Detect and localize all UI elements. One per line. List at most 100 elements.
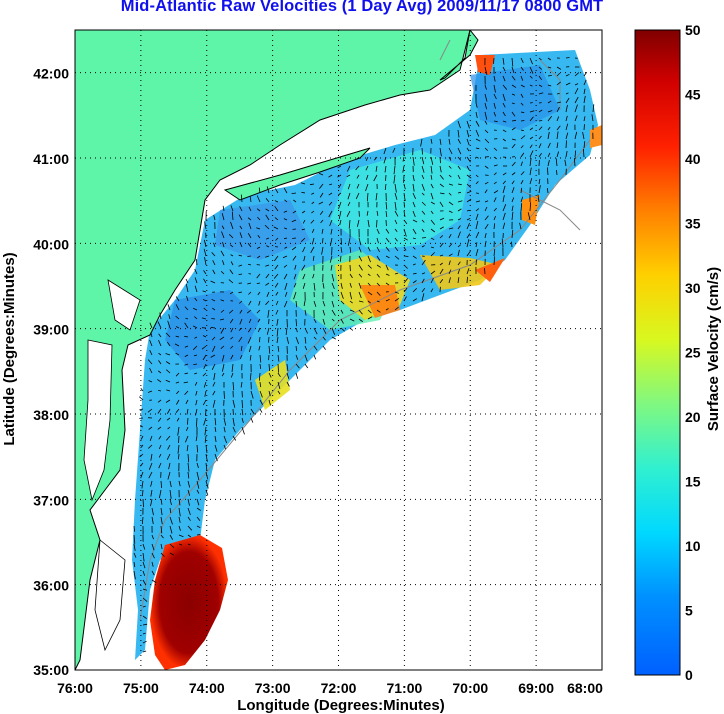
velocity-arrow <box>293 273 297 280</box>
velocity-arrow <box>265 273 270 279</box>
velocity-arrow <box>259 408 263 413</box>
velocity-arrow <box>169 525 173 534</box>
velocity-arrow <box>195 435 198 442</box>
velocity-arrow <box>493 111 496 117</box>
velocity-arrow <box>184 354 189 357</box>
velocity-arrow <box>229 234 234 239</box>
velocity-arrow <box>318 201 324 205</box>
velocity-arrow <box>493 147 498 151</box>
map-title: Mid-Atlantic Raw Velocities (1 Day Avg) … <box>120 0 604 15</box>
velocity-arrow <box>195 399 198 406</box>
y-tick-label: 35:00 <box>33 662 69 678</box>
velocity-arrow <box>265 300 270 306</box>
velocity-arrow <box>205 462 208 471</box>
velocity-arrow <box>204 221 207 230</box>
velocity-arrow <box>139 408 144 411</box>
velocity-arrow <box>529 167 532 176</box>
velocity-arrow <box>213 242 216 248</box>
velocity-arrow <box>228 279 234 284</box>
velocity-arrow <box>222 205 225 212</box>
velocity-arrow <box>502 120 507 123</box>
velocity-arrow <box>196 489 200 494</box>
velocity-arrow <box>268 390 271 397</box>
velocity-arrow <box>210 326 216 329</box>
velocity-arrow <box>238 273 243 275</box>
velocity-arrow <box>229 269 234 275</box>
velocity-arrow <box>301 191 306 194</box>
velocity-arrow <box>247 255 252 257</box>
velocity-arrow <box>176 399 180 405</box>
velocity-arrow <box>421 237 427 239</box>
velocity-arrow <box>139 396 144 401</box>
velocity-arrow <box>448 210 453 213</box>
velocity-arrow <box>322 336 326 341</box>
velocity-arrow <box>230 372 234 378</box>
velocity-arrow <box>376 273 380 278</box>
velocity-arrow <box>493 164 498 167</box>
velocity-arrow <box>565 82 571 86</box>
velocity-arrow <box>158 390 162 392</box>
velocity-arrow <box>367 246 371 252</box>
velocity-arrow <box>347 183 351 190</box>
velocity-arrow <box>475 231 480 239</box>
velocity-arrow <box>247 263 252 266</box>
velocity-arrow <box>538 57 542 61</box>
velocity-arrow <box>412 298 418 302</box>
velocity-arrow <box>520 93 524 98</box>
velocity-arrow <box>133 552 137 558</box>
velocity-arrow <box>466 147 470 152</box>
velocity-arrow <box>203 363 207 369</box>
velocity-arrow <box>292 210 297 214</box>
velocity-arrow <box>184 372 189 375</box>
velocity-arrow <box>393 174 396 184</box>
velocity-arrow <box>538 120 543 122</box>
velocity-arrow <box>223 426 226 433</box>
velocity-arrow <box>141 480 144 489</box>
velocity-arrow <box>520 57 524 63</box>
velocity-arrow <box>178 507 181 517</box>
velocity-arrow <box>266 327 270 335</box>
velocity-arrow <box>457 261 461 266</box>
velocity-arrow <box>331 300 335 308</box>
velocity-arrow <box>475 200 481 203</box>
velocity-arrow <box>321 228 324 234</box>
velocity-arrow <box>265 214 270 221</box>
velocity-arrow <box>259 381 262 388</box>
velocity-arrow <box>175 372 180 377</box>
velocity-arrow <box>421 293 425 302</box>
velocity-arrow <box>376 237 379 244</box>
velocity-arrow <box>187 462 190 472</box>
velocity-arrow <box>583 124 585 131</box>
velocity-arrow <box>358 237 362 246</box>
velocity-arrow <box>268 372 272 378</box>
velocity-arrow <box>484 165 489 169</box>
velocity-arrow <box>376 255 381 261</box>
velocity-arrow <box>232 426 236 433</box>
velocity-arrow <box>241 408 244 416</box>
velocity-arrow <box>484 215 489 221</box>
velocity-arrow <box>230 327 234 333</box>
velocity-arrow <box>293 282 297 288</box>
velocity-arrow <box>219 336 225 341</box>
velocity-arrow <box>430 156 434 165</box>
velocity-arrow <box>256 195 261 203</box>
velocity-arrow <box>202 298 207 302</box>
x-tick-label: 72:00 <box>321 680 357 696</box>
velocity-arrow <box>511 93 516 96</box>
velocity-arrow <box>304 309 307 316</box>
velocity-arrow <box>564 159 567 167</box>
velocity-arrow <box>457 225 461 230</box>
velocity-arrow <box>346 174 351 178</box>
velocity-arrow <box>448 201 454 206</box>
velocity-arrow <box>430 270 436 275</box>
velocity-arrow <box>194 372 198 375</box>
velocity-arrow <box>187 525 193 531</box>
velocity-arrow <box>204 257 207 266</box>
velocity-arrow <box>457 269 460 275</box>
velocity-arrow <box>475 208 480 212</box>
velocity-arrow <box>457 147 462 155</box>
velocity-arrow <box>421 245 425 248</box>
velocity-arrow <box>230 345 234 349</box>
velocity-field <box>132 50 598 660</box>
velocity-arrow <box>241 399 243 409</box>
